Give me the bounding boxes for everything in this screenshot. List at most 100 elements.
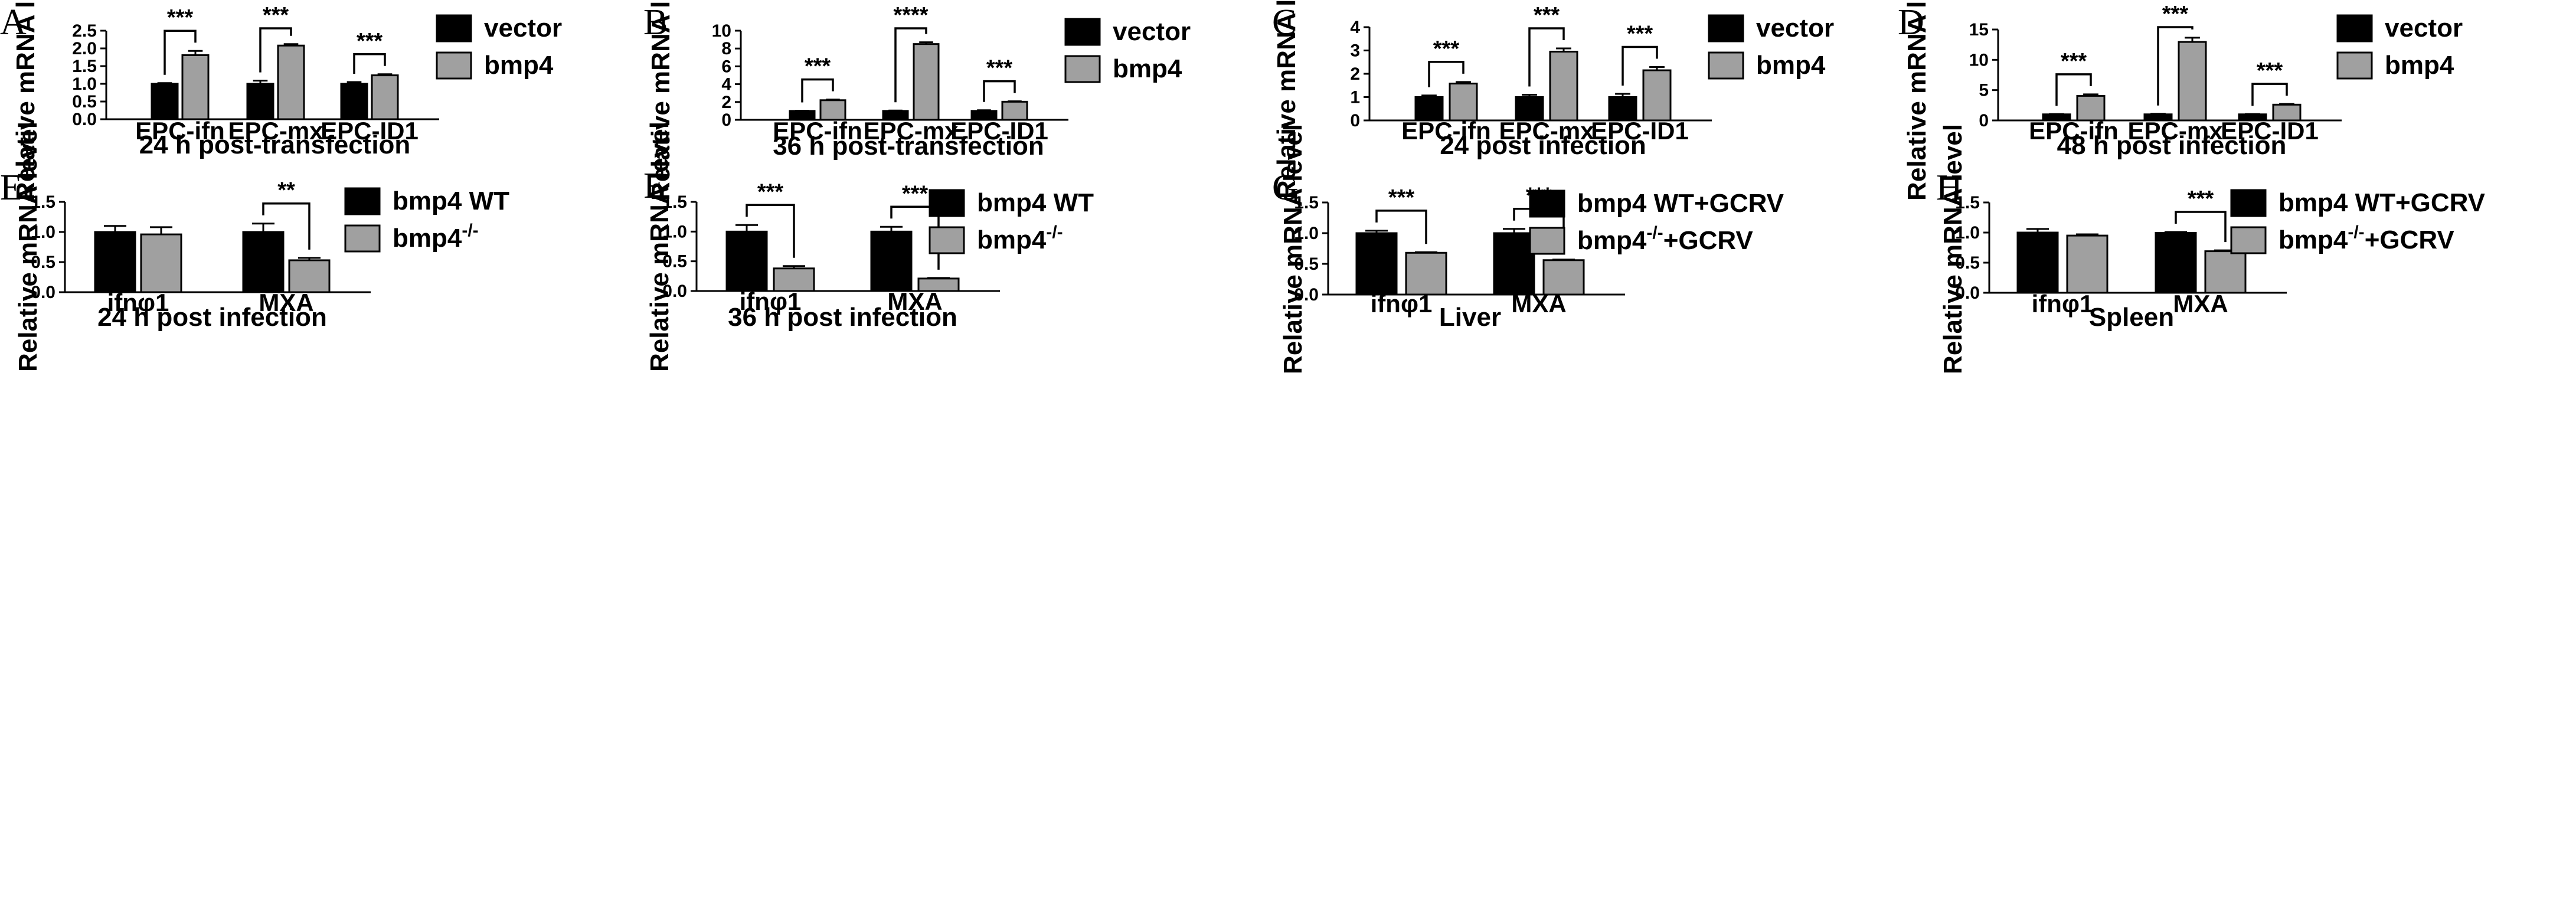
category-label: MXA xyxy=(259,289,313,316)
y-tick-label: 1.0 xyxy=(31,223,55,242)
y-tick-label: 1.0 xyxy=(1955,223,1980,243)
bar-treatment xyxy=(2204,250,2247,294)
y-tick-label: 1.5 xyxy=(1955,193,1980,212)
significance-label: ** xyxy=(277,178,295,203)
legend-superscript: -/- xyxy=(1046,223,1063,242)
bar-treatment xyxy=(1405,251,1447,296)
bar-control xyxy=(242,231,285,293)
significance-label: *** xyxy=(263,3,289,28)
y-tick-label: 1.0 xyxy=(662,222,687,241)
x-axis-title: 36 h post infection xyxy=(728,303,957,332)
bar-treatment xyxy=(181,54,210,120)
category-label: ifnφ1 xyxy=(107,289,169,316)
category-label: EPC-ifn xyxy=(2029,117,2119,145)
bar-treatment xyxy=(773,267,815,292)
bar-control xyxy=(1515,96,1544,122)
legend-swatch xyxy=(2230,226,2267,254)
y-tick-label: 0.0 xyxy=(1294,285,1319,305)
y-axis-title: Relative mRNA level xyxy=(11,0,40,201)
y-tick-label: 0 xyxy=(1979,111,1989,130)
y-tick-label: 0.0 xyxy=(31,283,55,302)
y-tick-label: 1.5 xyxy=(31,192,55,212)
significance-label: *** xyxy=(902,181,929,206)
legend-swatch xyxy=(1064,18,1101,46)
significance-label: *** xyxy=(1534,3,1560,28)
x-axis-title: 24 h post-transfection xyxy=(139,130,411,159)
y-tick-label: 10 xyxy=(1969,50,1989,70)
legend-label: bmp4-/-+GCRV xyxy=(2278,223,2454,254)
legend-label: bmp4-/- xyxy=(977,223,1063,254)
legend-name: vector xyxy=(2385,14,2463,42)
y-axis-title: Relative mRNA level xyxy=(1279,124,1307,374)
y-tick-label: 8 xyxy=(721,39,731,58)
significance-label: *** xyxy=(757,179,784,204)
significance-bracket xyxy=(2055,73,2092,106)
category-label: EPC-ifn xyxy=(135,117,225,145)
legend-label: bmp4 WT+GCRV xyxy=(1577,189,1784,218)
panel-letter: G xyxy=(1272,168,1299,208)
bar-control xyxy=(2016,231,2059,294)
legend-label: bmp4 xyxy=(1113,54,1182,83)
y-tick-label: 0.0 xyxy=(1955,283,1980,303)
significance-bracket xyxy=(1622,45,1658,86)
legend-name: bmp4 WT+GCRV xyxy=(2278,188,2486,217)
x-axis-title: Liver xyxy=(1439,303,1501,332)
significance-bracket xyxy=(1528,27,1565,87)
y-tick-label: 10 xyxy=(712,21,731,41)
y-tick-label: 0.5 xyxy=(1294,254,1319,274)
legend-suffix: +GCRV xyxy=(1663,226,1754,255)
legend-swatch xyxy=(344,187,381,215)
legend-swatch xyxy=(436,14,472,42)
significance-bracket xyxy=(983,80,1016,102)
significance-bracket xyxy=(746,204,795,258)
y-tick-label: 0.0 xyxy=(662,282,687,301)
y-axis-title: Relative mRNA level xyxy=(1938,124,1967,374)
y-tick-label: 4 xyxy=(1350,18,1360,37)
y-tick-label: 0.5 xyxy=(31,253,55,272)
bar-control xyxy=(246,83,274,120)
panel-a: A 0.00.51.01.52.02.5 Relative mRNA level EP… xyxy=(0,0,562,201)
significance-bracket xyxy=(801,78,834,103)
bar-treatment xyxy=(2066,234,2108,294)
y-axis-title: Relative mRNA level xyxy=(14,122,43,372)
y-tick-label: 0.5 xyxy=(662,252,687,272)
y-tick-label: 5 xyxy=(1979,81,1989,100)
legend-superscript: -/- xyxy=(462,221,478,240)
panel-letter: A xyxy=(0,2,27,42)
panel-d: D 0 5 10 15 Relative mRNA level EPC-ifn *** EPC-… xyxy=(1898,0,2463,201)
significance-label: *** xyxy=(357,29,383,54)
panel-letter: H xyxy=(1936,168,1963,208)
category-label: EPC-ifn xyxy=(773,117,862,145)
bar-control xyxy=(340,83,368,120)
bar-treatment xyxy=(288,259,331,293)
bar-control xyxy=(2155,232,2197,294)
significance-label: *** xyxy=(2162,2,2189,27)
significance-label: *** xyxy=(167,5,194,30)
legend-name: bmp4 xyxy=(484,51,554,80)
significance-label: **** xyxy=(893,3,928,28)
legend-label: vector xyxy=(1113,17,1191,46)
category-label: MXA xyxy=(1511,290,1566,318)
legend-label: bmp4 xyxy=(1756,51,1826,80)
category-label: EPC-ID1 xyxy=(2221,117,2319,145)
legend-label: bmp4 WT+GCRV xyxy=(2278,188,2486,217)
category-label: MXA xyxy=(887,287,942,315)
legend-label: bmp4 WT xyxy=(393,187,509,215)
significance-label: *** xyxy=(2061,49,2087,74)
significance-bracket xyxy=(353,53,386,74)
significance-bracket xyxy=(262,202,310,250)
significance-bracket xyxy=(1375,210,1427,244)
y-tick-label: 15 xyxy=(1969,20,1989,40)
y-tick-label: 3 xyxy=(1350,41,1360,61)
bar-treatment xyxy=(1001,100,1028,121)
significance-label: *** xyxy=(2188,187,2214,211)
y-tick-label: 1.0 xyxy=(72,74,97,94)
y-tick-label: 2.0 xyxy=(72,39,97,58)
legend-label: vector xyxy=(2385,14,2463,42)
legend-label: bmp4 xyxy=(2385,51,2454,80)
x-axis-title: 36 h post-transfection xyxy=(773,132,1044,161)
